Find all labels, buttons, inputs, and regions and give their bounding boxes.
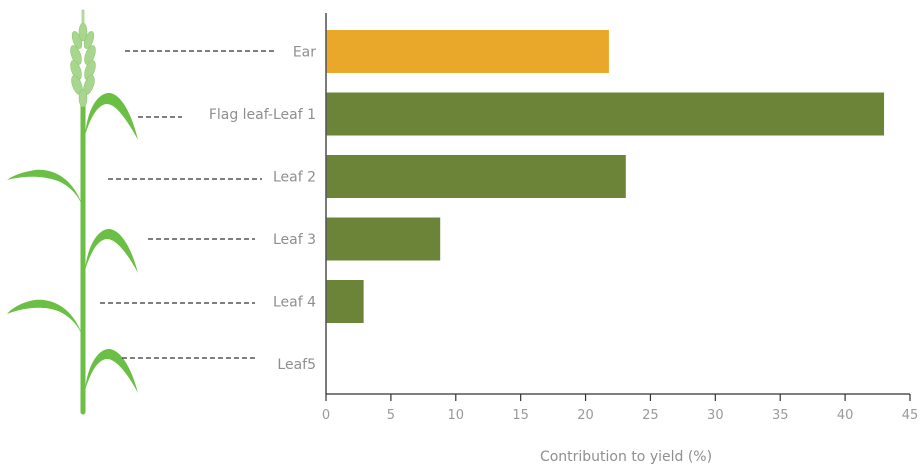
bar-leaf-3 (326, 217, 441, 261)
leaf-3-icon (85, 228, 138, 273)
leaf-2-icon (7, 169, 84, 210)
bar-ear (326, 30, 609, 73)
category-label-leaf-3: Leaf 3 (273, 232, 316, 248)
x-tick-label-5: 5 (387, 408, 395, 423)
bar-flag-leaf-leaf-1 (326, 92, 885, 136)
x-tick-label-25: 25 (642, 408, 659, 423)
category-label-leaf-4: Leaf 4 (273, 295, 316, 311)
x-axis-ticks: 0 5 10 15 20 25 30 35 40 45 (322, 394, 918, 423)
x-tick-label-30: 30 (707, 408, 724, 423)
x-tick-label-35: 35 (772, 408, 789, 423)
category-label-ear: Ear (293, 45, 316, 61)
category-label-leaf-2: Leaf 2 (273, 170, 316, 186)
wheat-plant-illustration (7, 9, 138, 415)
bar-series (326, 30, 885, 323)
wheat-ear-icon (70, 9, 96, 108)
category-label-flag-leaf-leaf-1: Flag leaf-Leaf 1 (209, 107, 316, 123)
wheat-leaves (7, 92, 138, 393)
flag-leaf-icon (85, 92, 138, 140)
x-tick-label-10: 10 (448, 408, 465, 423)
category-label-leaf5: Leaf5 (277, 357, 316, 373)
bar-leaf-2 (326, 155, 626, 198)
category-labels: Ear Flag leaf-Leaf 1 Leaf 2 Leaf 3 Leaf 4 Lea… (209, 45, 316, 374)
x-tick-label-20: 20 (577, 408, 594, 423)
x-tick-label-40: 40 (837, 408, 854, 423)
leaf-5-icon (85, 348, 138, 393)
leader-lines (100, 50, 275, 359)
bar-leaf-4 (326, 280, 364, 323)
x-axis-title: Contribution to yield (%) (540, 449, 712, 465)
x-tick-label-0: 0 (322, 408, 330, 423)
x-tick-label-45: 45 (902, 408, 919, 423)
leaf-4-icon (7, 299, 84, 340)
x-tick-label-15: 15 (512, 408, 529, 423)
